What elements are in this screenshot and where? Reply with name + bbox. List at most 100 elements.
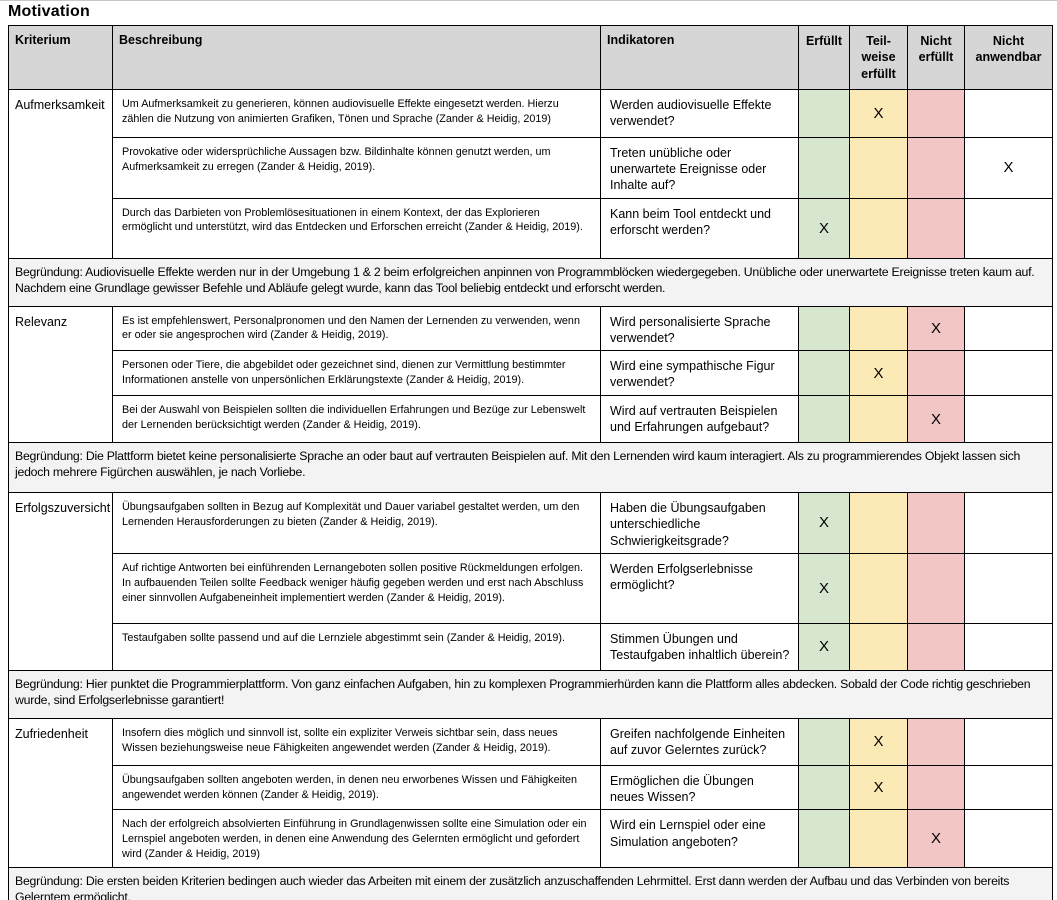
status-cell-nicht-anwendbar (964, 809, 1053, 869)
status-cell-nicht-anwendbar (964, 492, 1053, 554)
status-cell-teilweise (849, 197, 908, 259)
status-cell-erfuellt (798, 809, 850, 869)
status-cell-erfuellt (798, 350, 850, 396)
table-row: Relevanz Es ist empfehlenswert, Personal… (8, 305, 1053, 443)
table-row: Provokative oder widersprüchliche Aussag… (9, 136, 1053, 199)
page-title: Motivation (8, 3, 90, 20)
status-cell-nicht-erfuellt: X (907, 809, 965, 869)
status-cell-erfuellt (798, 305, 850, 351)
status-cell-erfuellt: X (798, 552, 850, 624)
header-indikatoren: Indikatoren (600, 25, 799, 90)
evaluation-table: Kriterium Beschreibung Indikatoren Erfül… (8, 25, 1053, 900)
beschreibung-cell: Um Aufmerksamkeit zu generieren, können … (112, 88, 601, 138)
status-cell-nicht-anwendbar (964, 552, 1053, 624)
header-erfuellt: Erfüllt (798, 25, 850, 90)
kriterium-cell: Erfolgszuversicht (8, 492, 113, 671)
indikator-cell: Werden audiovisuelle Effekte verwendet? (600, 88, 799, 138)
status-cell-nicht-erfuellt (907, 764, 965, 811)
status-cell-erfuellt: X (798, 622, 850, 671)
criterion-group-erfolgszuversicht: Erfolgszuversicht Übungsaufgaben sollten… (8, 492, 1053, 719)
table-row: Übungsaufgaben sollten angeboten werden,… (9, 764, 1053, 811)
status-cell-teilweise: X (849, 350, 908, 396)
status-cell-nicht-erfuellt (907, 717, 965, 766)
table-row: Durch das Darbieten von Problemlösesitua… (9, 197, 1053, 259)
table-row: Bei der Auswahl von Beispielen sollten d… (9, 395, 1053, 443)
begruendung-text: Begründung: Hier punktet die Programmier… (8, 669, 1053, 719)
table-row: Personen oder Tiere, die abgebildet oder… (9, 350, 1053, 396)
status-cell-teilweise (849, 305, 908, 351)
status-cell-teilweise (849, 395, 908, 443)
status-cell-erfuellt: X (798, 492, 850, 554)
indikator-cell: Wird ein Lernspiel oder eine Simulation … (600, 809, 799, 869)
table-row: Zufriedenheit Insofern dies möglich und … (8, 717, 1053, 869)
kriterium-cell: Relevanz (8, 305, 113, 443)
status-cell-erfuellt (798, 395, 850, 443)
status-cell-teilweise (849, 622, 908, 671)
begruendung-row: Begründung: Hier punktet die Programmier… (8, 669, 1053, 719)
status-cell-erfuellt (798, 136, 850, 199)
beschreibung-cell: Nach der erfolgreich absolvierten Einfüh… (112, 809, 601, 869)
beschreibung-cell: Testaufgaben sollte passend und auf die … (112, 622, 601, 671)
begruendung-text: Begründung: Audiovisuelle Effekte werden… (8, 257, 1053, 307)
status-cell-nicht-anwendbar (964, 717, 1053, 766)
indikator-cell: Kann beim Tool entdeckt und erforscht we… (600, 197, 799, 259)
status-cell-nicht-anwendbar (964, 305, 1053, 351)
status-cell-erfuellt: X (798, 197, 850, 259)
indikator-cell: Wird eine sympathische Figur verwendet? (600, 350, 799, 396)
status-cell-teilweise: X (849, 88, 908, 138)
criterion-group-aufmerksamkeit: Aufmerksamkeit Um Aufmerksamkeit zu gene… (8, 88, 1053, 307)
beschreibung-cell: Provokative oder widersprüchliche Aussag… (112, 136, 601, 199)
indikator-cell: Ermöglichen die Übungen neues Wissen? (600, 764, 799, 811)
begruendung-text: Begründung: Die ersten beiden Kriterien … (8, 867, 1053, 900)
status-cell-nicht-anwendbar (964, 622, 1053, 671)
status-cell-teilweise (849, 552, 908, 624)
status-cell-nicht-erfuellt (907, 552, 965, 624)
status-cell-nicht-erfuellt (907, 350, 965, 396)
status-cell-nicht-erfuellt: X (907, 395, 965, 443)
indikator-cell: Stimmen Übungen und Testaufgaben inhaltl… (600, 622, 799, 671)
table-row: Testaufgaben sollte passend und auf die … (9, 622, 1053, 671)
document-page: Motivation Kriterium Beschreibung Indika… (0, 3, 1057, 900)
indikator-cell: Treten unübliche oder unerwartete Ereign… (600, 136, 799, 199)
status-cell-nicht-anwendbar: X (964, 136, 1053, 199)
status-cell-teilweise: X (849, 764, 908, 811)
header-teilweise-erfuellt: Teil- weise erfüllt (849, 25, 908, 90)
begruendung-text: Begründung: Die Plattform bietet keine p… (8, 442, 1053, 493)
indikator-cell: Greifen nachfolgende Einheiten auf zuvor… (600, 717, 799, 766)
table-row: Aufmerksamkeit Um Aufmerksamkeit zu gene… (8, 88, 1053, 259)
status-cell-teilweise (849, 492, 908, 554)
status-cell-nicht-erfuellt (907, 197, 965, 259)
status-cell-nicht-anwendbar (964, 350, 1053, 396)
beschreibung-cell: Bei der Auswahl von Beispielen sollten d… (112, 395, 601, 443)
status-cell-nicht-anwendbar (964, 395, 1053, 443)
indikator-cell: Wird auf vertrauten Beispielen und Erfah… (600, 395, 799, 443)
status-cell-nicht-anwendbar (964, 764, 1053, 811)
status-cell-teilweise (849, 809, 908, 869)
beschreibung-cell: Auf richtige Antworten bei einführenden … (112, 552, 601, 624)
beschreibung-cell: Personen oder Tiere, die abgebildet oder… (112, 350, 601, 396)
table-row: Auf richtige Antworten bei einführenden … (9, 552, 1053, 624)
table-header-row: Kriterium Beschreibung Indikatoren Erfül… (8, 25, 1053, 90)
status-cell-erfuellt (798, 88, 850, 138)
status-cell-nicht-anwendbar (964, 88, 1053, 138)
begruendung-row: Begründung: Die ersten beiden Kriterien … (8, 867, 1053, 900)
begruendung-row: Begründung: Audiovisuelle Effekte werden… (8, 257, 1053, 307)
beschreibung-cell: Durch das Darbieten von Problemlösesitua… (112, 197, 601, 259)
status-cell-teilweise (849, 136, 908, 199)
indikator-cell: Haben die Übungsaufgaben unterschiedlich… (600, 492, 799, 554)
indikator-cell: Wird personalisierte Sprache verwendet? (600, 305, 799, 351)
status-cell-erfuellt (798, 764, 850, 811)
status-cell-nicht-erfuellt (907, 492, 965, 554)
beschreibung-cell: Es ist empfehlenswert, Personalpronomen … (112, 305, 601, 351)
header-beschreibung: Beschreibung (112, 25, 601, 90)
status-cell-nicht-erfuellt: X (907, 305, 965, 351)
beschreibung-cell: Übungsaufgaben sollten angeboten werden,… (112, 764, 601, 811)
status-cell-erfuellt (798, 717, 850, 766)
header-nicht-erfuellt: Nicht erfüllt (907, 25, 965, 90)
beschreibung-cell: Insofern dies möglich und sinnvoll ist, … (112, 717, 601, 766)
header-nicht-anwendbar: Nicht anwendbar (964, 25, 1053, 90)
beschreibung-cell: Übungsaufgaben sollten in Bezug auf Komp… (112, 492, 601, 554)
criterion-group-zufriedenheit: Zufriedenheit Insofern dies möglich und … (8, 717, 1053, 900)
status-cell-nicht-erfuellt (907, 136, 965, 199)
kriterium-cell: Zufriedenheit (8, 717, 113, 869)
